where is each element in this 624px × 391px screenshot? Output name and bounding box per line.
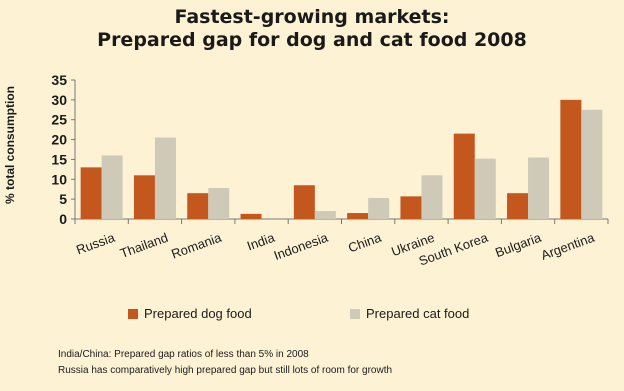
y-tick-label: 35 <box>51 72 67 88</box>
bar-cat <box>101 155 123 219</box>
bar-dog <box>80 167 102 219</box>
footnote-2: Russia has comparatively high prepared g… <box>58 365 393 376</box>
bar-dog <box>560 99 582 219</box>
y-tick-label: 15 <box>51 151 67 167</box>
bar-dog <box>453 133 475 219</box>
bar-cat <box>368 197 390 219</box>
bar-dog <box>507 193 529 219</box>
bar-dog <box>293 185 315 219</box>
legend-label-dog: Prepared dog food <box>144 306 252 321</box>
bar-dog <box>400 196 422 219</box>
x-tick-label: Indonesia <box>272 229 331 263</box>
bar-dog <box>240 213 262 219</box>
chart-title-line2: Prepared gap for dog and cat food 2008 <box>97 29 527 51</box>
y-tick-label: 20 <box>51 132 67 148</box>
legend-swatch-cat <box>350 308 360 319</box>
x-tick-label: Russia <box>74 229 117 257</box>
chart-title-line1: Fastest-growing markets: <box>174 6 450 28</box>
x-tick-label: Argentina <box>539 229 597 262</box>
y-tick-label: 30 <box>51 92 67 108</box>
legend: Prepared dog food Prepared cat food <box>0 306 624 326</box>
bar-cat <box>581 109 603 219</box>
x-tick-label: Bulgaria <box>493 229 544 260</box>
x-tick-label: Romania <box>169 229 224 261</box>
bar-cat <box>474 158 496 219</box>
legend-item-dog: Prepared dog food <box>128 306 252 321</box>
bar-dog <box>187 193 209 219</box>
bar-cat <box>154 137 176 219</box>
y-tick-label: 10 <box>51 171 67 187</box>
footnote-1: India/China: Prepared gap ratios of less… <box>58 349 309 360</box>
y-tick-label: 0 <box>59 211 67 227</box>
bar-dog <box>347 213 369 219</box>
y-tick-label: 5 <box>59 191 67 207</box>
legend-swatch-dog <box>128 308 138 319</box>
bar-cat <box>208 188 230 219</box>
bar-cat <box>421 175 443 219</box>
bar-cat <box>528 157 550 219</box>
y-tick-label: 25 <box>51 112 67 128</box>
x-tick-label: Thailand <box>118 230 170 261</box>
chart-title: Fastest-growing markets: Prepared gap fo… <box>0 6 624 52</box>
bar-cat <box>314 211 336 219</box>
bar-dog <box>133 175 155 219</box>
legend-item-cat: Prepared cat food <box>350 306 469 321</box>
legend-label-cat: Prepared cat food <box>366 306 470 321</box>
x-tick-label: China <box>346 229 384 255</box>
